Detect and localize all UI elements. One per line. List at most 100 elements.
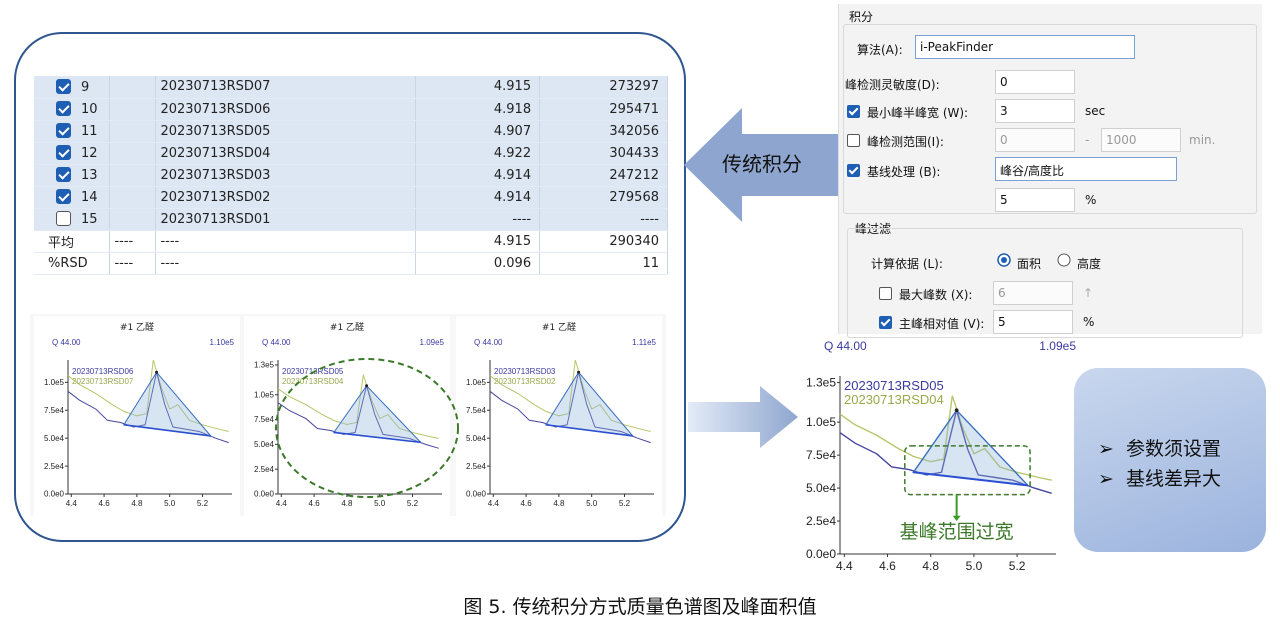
min-halfwidth-field[interactable]: 3 — [995, 99, 1075, 123]
cell-rt: 4.907 — [415, 120, 541, 143]
series-blue-line — [277, 383, 439, 449]
table-row[interactable]: 9 20230713RSD07 4.915 273297 — [34, 76, 668, 99]
left-arrow — [684, 108, 842, 222]
row-select-cell[interactable]: 13 — [34, 164, 111, 187]
ion-label: Q 44.00 — [262, 338, 291, 347]
x-tick-label: 5.2 — [197, 499, 209, 508]
row-select-cell[interactable]: 9 — [34, 76, 111, 99]
x-tick-label: 4.6 — [521, 499, 533, 508]
y-tick-label: 0.0e0 — [44, 490, 65, 499]
sensitivity-field[interactable]: 0 — [995, 70, 1075, 94]
series-olive-line — [67, 359, 229, 432]
calc-label: 计算依据 (L): — [871, 257, 943, 271]
empty-cell — [109, 142, 157, 165]
legend-entry: 20230713RSD05 — [844, 378, 944, 393]
table-row[interactable]: 12 20230713RSD04 4.922 304433 — [34, 142, 668, 165]
range-to-field[interactable]: 1000 — [1101, 128, 1181, 152]
series-blue-line — [839, 407, 1052, 494]
table-row[interactable]: 15 20230713RSD01 ---- ---- — [34, 208, 668, 231]
x-tick-label: 4.8 — [553, 499, 565, 508]
table-row[interactable]: 13 20230713RSD03 4.914 247212 — [34, 164, 668, 187]
cell-name: 20230713RSD01 — [155, 208, 417, 231]
baseline-line — [333, 431, 421, 444]
y-tick-label: 7.5e4 — [806, 448, 836, 462]
x-tick-label: 5.0 — [164, 499, 176, 508]
peak-apex-marker — [155, 370, 159, 374]
series-olive-line — [489, 359, 651, 432]
baseline-field[interactable]: 峰谷/高度比 — [995, 157, 1177, 181]
maxpeaks-field[interactable]: 6 — [993, 281, 1073, 305]
algorithm-label: 算法(A): — [857, 43, 903, 57]
callout-line-2: ➢ 基线差异大 — [1098, 468, 1222, 490]
row-checkbox[interactable] — [56, 101, 71, 116]
row-select-cell[interactable]: 12 — [34, 142, 111, 165]
empty-cell — [109, 164, 157, 187]
row-checkbox[interactable] — [56, 123, 71, 138]
peak-apex-marker — [954, 408, 959, 413]
baseline-line — [123, 423, 211, 437]
x-tick-label: 4.8 — [922, 559, 939, 573]
integration-group — [843, 24, 1257, 214]
min-halfwidth-unit: sec — [1085, 104, 1106, 118]
annotation-label: 基峰范围过宽 — [900, 521, 1014, 543]
cell-area: 273297 — [539, 76, 668, 99]
y-tick-label: 5.0e4 — [806, 481, 836, 495]
table-row[interactable]: 10 20230713RSD06 4.918 295471 — [34, 98, 668, 121]
y-tick-label: 7.5e4 — [44, 406, 65, 415]
x-tick-label: 5.0 — [966, 559, 983, 573]
row-checkbox[interactable] — [56, 189, 71, 204]
series-olive-line — [839, 395, 1052, 481]
y-tick-label: 5.0e4 — [44, 434, 65, 443]
row-select-cell[interactable]: 14 — [34, 186, 111, 209]
x-tick-label: 5.2 — [407, 499, 419, 508]
row-number: 12 — [81, 146, 98, 161]
summary-c2: ---- — [109, 230, 157, 253]
y-tick-label: 1.0e5 — [466, 378, 487, 387]
row-select-cell[interactable]: 10 — [34, 98, 111, 121]
algorithm-field[interactable]: i-PeakFinder — [915, 35, 1135, 59]
min-halfwidth-checkbox[interactable] — [847, 105, 860, 118]
table-row[interactable]: 14 20230713RSD02 4.914 279568 — [34, 186, 668, 209]
y-tick-label: 7.5e4 — [466, 406, 487, 415]
x-tick-label: 5.0 — [586, 499, 598, 508]
y-tick-label: 0.0e0 — [254, 490, 275, 499]
legend-entry: 20230713RSD02 — [494, 377, 556, 386]
y-tick-label: 2.5e4 — [806, 514, 836, 528]
row-select-cell[interactable]: 11 — [34, 120, 111, 143]
summary-c3: ---- — [155, 230, 417, 253]
range-checkbox[interactable] — [847, 134, 860, 147]
cell-name: 20230713RSD07 — [155, 76, 417, 99]
relative-field[interactable]: 5 — [993, 310, 1073, 334]
conclusion-callout: ➢ 参数须设置 ➢ 基线差异大 — [1074, 368, 1266, 552]
y-tick-label: 1.0e5 — [254, 390, 275, 399]
table-row[interactable]: 11 20230713RSD05 4.907 342056 — [34, 120, 668, 143]
summary-row: %RSD ---- ---- 0.096 11 — [34, 252, 668, 275]
summary-rt: 0.096 — [415, 252, 541, 275]
relative-checkbox[interactable] — [879, 316, 892, 329]
empty-cell — [109, 76, 157, 99]
legend-entry: 20230713RSD06 — [72, 367, 134, 376]
baseline-pct-unit: % — [1085, 193, 1097, 207]
row-checkbox[interactable] — [56, 211, 71, 226]
baseline-pct-field[interactable]: 5 — [995, 188, 1075, 212]
row-checkbox[interactable] — [56, 145, 71, 160]
row-select-cell[interactable]: 15 — [34, 208, 111, 231]
cell-area: 247212 — [539, 164, 668, 187]
row-checkbox[interactable] — [56, 167, 71, 182]
radio-height[interactable] — [1057, 253, 1071, 267]
annotation-pointer-head — [952, 515, 961, 522]
baseline-checkbox[interactable] — [847, 164, 860, 177]
radio-area[interactable] — [997, 253, 1011, 267]
range-from-field[interactable]: 0 — [995, 128, 1075, 152]
summary-row: 平均 ---- ---- 4.915 290340 — [34, 230, 668, 253]
legend-entry: 20230713RSD03 — [494, 367, 556, 376]
summary-rt: 4.915 — [415, 230, 541, 253]
baseline-line — [545, 423, 633, 437]
maxpeaks-spin-icon[interactable]: ↑ — [1083, 286, 1094, 300]
row-checkbox[interactable] — [56, 78, 71, 94]
maxpeaks-checkbox[interactable] — [879, 287, 892, 300]
filter-group — [847, 228, 1243, 338]
radio-height-label: 高度 — [1077, 257, 1102, 271]
relative-unit: % — [1083, 315, 1095, 329]
cell-rt: 4.918 — [415, 98, 541, 121]
